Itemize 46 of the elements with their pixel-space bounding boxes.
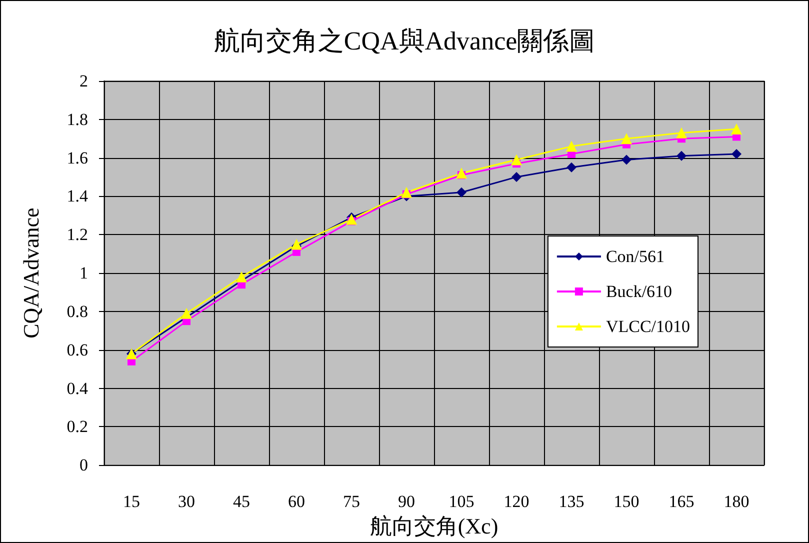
point xyxy=(236,271,247,282)
y-tick-label: 0.6 xyxy=(66,340,88,360)
x-tick-label: 135 xyxy=(558,492,584,512)
legend-label: Con/561 xyxy=(606,247,664,266)
x-tick-label: 180 xyxy=(724,492,750,512)
point xyxy=(566,140,577,152)
x-tick-label: 120 xyxy=(504,492,530,512)
y-tick-label: 0 xyxy=(80,456,88,475)
y-tick-label: 1.6 xyxy=(66,148,88,168)
y-tick-label: 0.8 xyxy=(66,302,88,321)
x-tick-label: 90 xyxy=(398,492,415,512)
y-tick-label: 1 xyxy=(80,264,88,283)
chart-title: 航向交角之CQA與Advance關係圖 xyxy=(214,26,596,56)
point xyxy=(456,168,467,179)
x-tick-label: 60 xyxy=(288,492,305,512)
y-tick-label: 0.4 xyxy=(66,378,88,398)
point xyxy=(346,214,357,225)
point xyxy=(622,154,632,165)
y-tick-label: 1.2 xyxy=(66,225,88,244)
point xyxy=(511,154,522,166)
x-tick-label: 105 xyxy=(448,492,474,512)
point xyxy=(512,172,522,182)
point xyxy=(731,124,742,135)
y-tick-label: 1.4 xyxy=(66,186,88,206)
x-tick-label: 75 xyxy=(343,492,360,512)
x-tick-label: 165 xyxy=(668,492,694,512)
y-tick-label: 2 xyxy=(80,72,88,90)
x-tick-label: 45 xyxy=(233,492,250,512)
point xyxy=(676,150,686,161)
point xyxy=(291,238,302,250)
y-tick-label: 0.2 xyxy=(66,417,88,436)
x-tick-label: 15 xyxy=(123,492,140,512)
y-tick-label: 1.8 xyxy=(66,110,88,129)
point xyxy=(621,133,632,144)
point xyxy=(566,162,576,172)
point xyxy=(181,308,192,319)
point xyxy=(732,148,742,159)
point xyxy=(401,186,412,198)
x-tick-label: 150 xyxy=(614,492,640,512)
x-tick-label: 30 xyxy=(178,492,195,512)
legend-label: VLCC/1010 xyxy=(606,317,690,336)
legend-label: Buck/610 xyxy=(606,282,672,301)
point xyxy=(676,127,687,138)
y-axis-title: CQA/Advance xyxy=(18,208,44,338)
x-axis-title: 航向交角(Xc) xyxy=(370,514,498,538)
point xyxy=(456,187,466,198)
